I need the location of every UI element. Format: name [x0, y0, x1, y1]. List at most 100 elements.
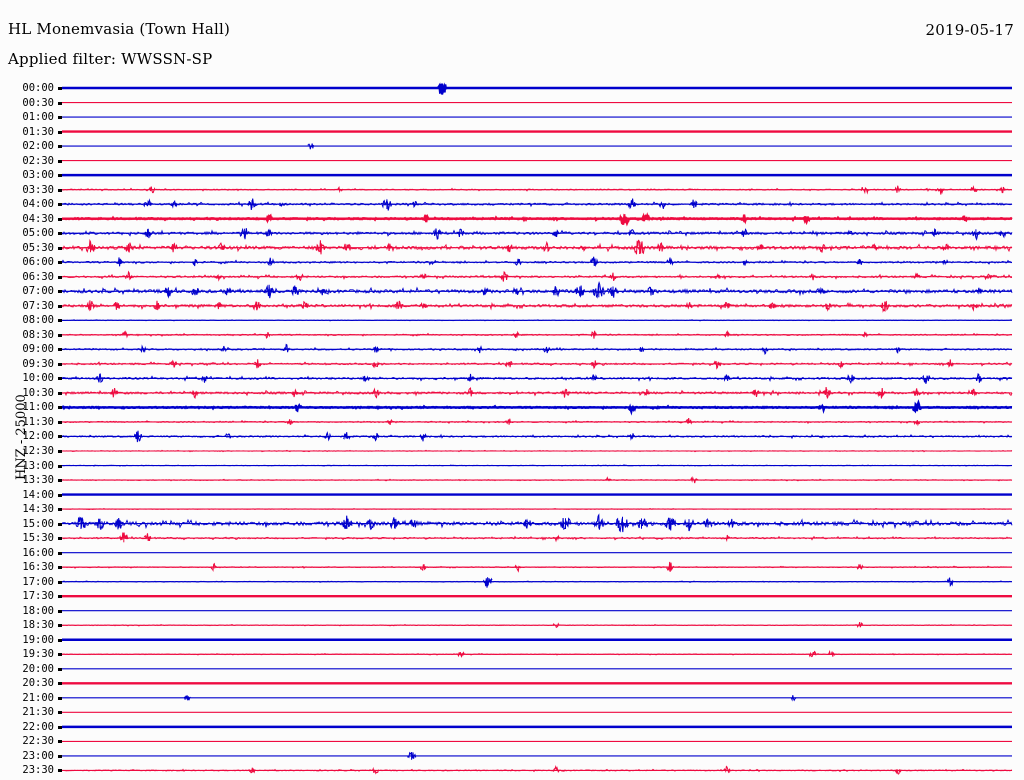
trace-event: [856, 258, 864, 265]
trace-event: [291, 388, 299, 398]
trace-event: [802, 216, 811, 226]
time-tick-mark: [58, 624, 62, 628]
time-tick-mark: [58, 116, 62, 120]
time-tick-mark: [58, 522, 62, 526]
trace-event: [658, 201, 667, 209]
trace-row: [61, 418, 1013, 427]
trace-event: [95, 373, 104, 384]
time-label: 09:30: [22, 357, 54, 370]
time-label: 01:30: [22, 125, 54, 138]
trace-event: [723, 765, 731, 774]
time-tick-mark: [58, 595, 62, 599]
trace-noise: [61, 215, 1013, 223]
time-tick-mark: [58, 638, 62, 642]
trace-event: [936, 187, 945, 195]
trace-event: [561, 388, 570, 398]
time-label: 18:00: [22, 604, 54, 617]
trace-event: [894, 769, 902, 775]
time-label: 04:30: [22, 212, 54, 225]
trace-event: [248, 767, 256, 774]
time-axis: 00:00 00:30 01:00 01:30 02:00 02:30 03:00 03:30…: [8, 76, 54, 776]
trace-event: [224, 287, 233, 296]
trace-row: [61, 330, 1013, 339]
trace-event: [856, 621, 864, 629]
trace-event: [808, 273, 817, 281]
trace-event: [827, 649, 836, 657]
trace-event: [419, 273, 427, 279]
trace-event: [456, 228, 465, 238]
time-tick-mark: [58, 435, 62, 439]
trace-event: [115, 257, 123, 267]
time-label: 06:30: [22, 270, 54, 283]
time-label: 22:00: [22, 720, 54, 733]
time-tick-mark: [58, 304, 62, 308]
trace-event: [124, 270, 133, 281]
trace-event: [742, 259, 750, 266]
time-label: 09:00: [22, 343, 54, 356]
time-tick-mark: [58, 232, 62, 236]
trace-event: [512, 288, 520, 295]
time-label: 22:30: [22, 735, 54, 748]
trace-event: [946, 577, 954, 588]
trace-event: [419, 433, 427, 442]
time-label: 17:30: [22, 590, 54, 603]
time-label: 13:30: [22, 474, 54, 487]
trace-event: [727, 518, 736, 529]
trace-event: [170, 199, 178, 209]
time-tick-mark: [58, 217, 62, 221]
trace-event: [394, 300, 404, 310]
trace-event: [113, 301, 121, 310]
time-tick-mark: [58, 464, 62, 468]
trace-event: [467, 387, 475, 397]
time-label: 11:00: [22, 401, 54, 414]
trace-noise: [61, 449, 1013, 453]
trace-event: [504, 244, 513, 253]
trace-row: [61, 238, 1013, 255]
time-label: 16:00: [22, 546, 54, 559]
time-tick-mark: [58, 174, 62, 178]
trace-event: [818, 403, 826, 414]
trace-event: [998, 230, 1007, 239]
trace-event: [432, 228, 442, 240]
trace-event: [894, 347, 902, 354]
trace-event: [254, 359, 262, 369]
trace-row: [61, 513, 1013, 533]
trace-event: [768, 302, 777, 309]
trace-event: [751, 389, 760, 397]
trace-event: [589, 256, 599, 268]
trace-row: [61, 256, 1013, 268]
trace-event: [512, 330, 520, 339]
time-label: 23:30: [22, 764, 54, 777]
record-date: 2019-05-17: [925, 21, 1014, 39]
trace-noise: [61, 346, 1013, 353]
trace-event: [480, 287, 489, 296]
trace-noise: [61, 187, 1013, 192]
trace-event: [847, 229, 854, 236]
trace-row: [61, 198, 1013, 211]
trace-event: [153, 300, 161, 311]
trace-event: [552, 534, 560, 543]
trace-row: [61, 649, 1013, 658]
time-label: 15:30: [22, 532, 54, 545]
time-tick-mark: [58, 333, 62, 337]
seismogram-traces: [61, 82, 1013, 775]
time-label: 07:00: [22, 285, 54, 298]
time-tick-mark: [58, 696, 62, 700]
time-label: 01:00: [22, 111, 54, 124]
trace-event: [552, 622, 560, 629]
trace-event: [922, 374, 931, 384]
trace-event: [542, 240, 551, 253]
trace-noise: [61, 286, 1013, 297]
time-tick-mark: [58, 609, 62, 613]
time-label: 17:00: [22, 575, 54, 588]
trace-event: [217, 242, 226, 250]
trace-event: [723, 534, 731, 543]
trace-event: [200, 375, 209, 383]
trace-event: [290, 285, 300, 297]
trace-event: [740, 214, 749, 225]
trace-noise: [61, 419, 1013, 425]
applied-filter-label: Applied filter: WWSSN-SP: [8, 50, 213, 68]
time-label: 15:00: [22, 517, 54, 530]
time-label: 12:30: [22, 445, 54, 457]
trace-event: [590, 330, 598, 339]
